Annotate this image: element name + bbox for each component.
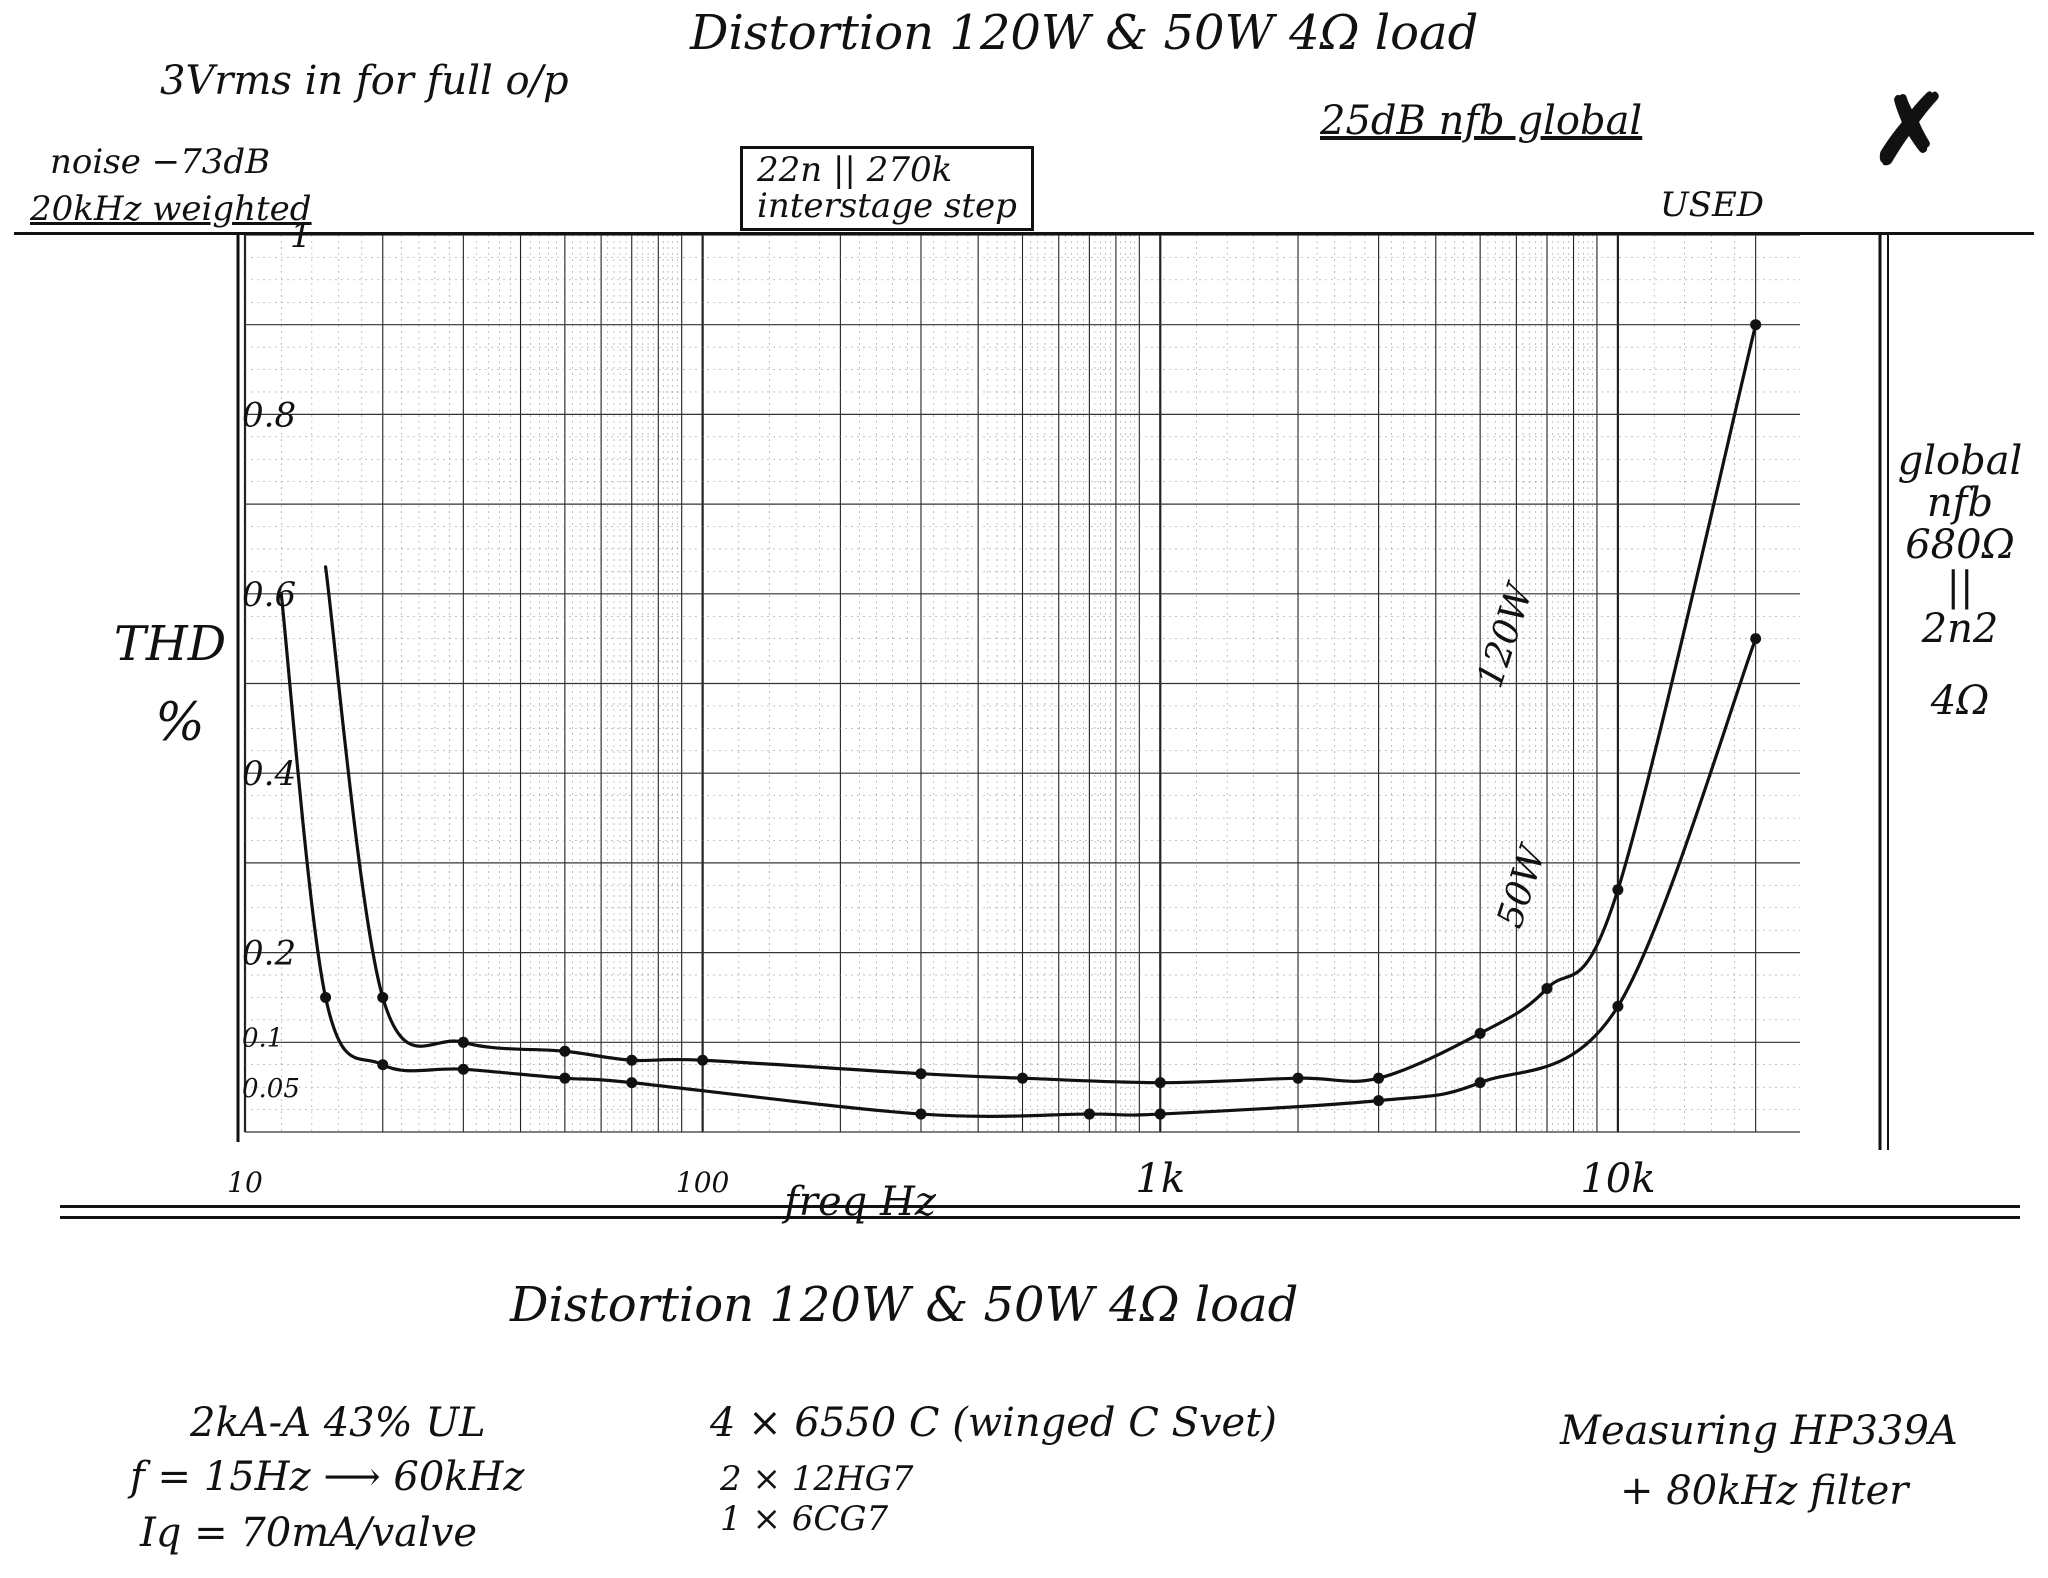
interstage-note: 22n || 270k interstage step bbox=[740, 146, 1034, 232]
y-tick-label: 0.05 bbox=[242, 1074, 300, 1104]
interstage-value: 22n || 270k bbox=[757, 150, 953, 190]
right-note-line-1: global bbox=[1897, 438, 2023, 484]
right-note-line-6: 4Ω bbox=[1930, 678, 1990, 724]
data-point-120w bbox=[915, 1068, 927, 1080]
data-point-50w bbox=[457, 1063, 469, 1075]
bottom-rule-1 bbox=[60, 1205, 2020, 1208]
chart-grid bbox=[236, 234, 1889, 1150]
y-tick-label: 0.2 bbox=[242, 934, 296, 974]
series-label-50w: 50W bbox=[1490, 839, 1556, 933]
data-point-50w bbox=[915, 1108, 927, 1120]
bottom-title: Distortion 120W & 50W 4Ω load bbox=[510, 1277, 1299, 1333]
data-point-120w bbox=[1541, 982, 1553, 994]
measuring-note: Measuring HP339A bbox=[1560, 1408, 1958, 1454]
y-tick-label: 0.1 bbox=[242, 1023, 283, 1053]
data-point-120w bbox=[1474, 1027, 1486, 1039]
cross-mark-icon: ✗ bbox=[1870, 73, 1951, 186]
nfb-note: 25dB nfb global bbox=[1320, 98, 1643, 144]
filter-note: + 80kHz filter bbox=[1620, 1468, 1909, 1514]
global-nfb-note: global nfb 680Ω || 2n2 4Ω bbox=[1890, 440, 2030, 722]
x-tick-label: 1k bbox=[1135, 1156, 1185, 1202]
y-tick-label: 1 bbox=[290, 216, 312, 256]
series-line-120w bbox=[323, 323, 1758, 1085]
x-tick-label: 100 bbox=[676, 1166, 729, 1199]
x-tick-label: 10k bbox=[1580, 1156, 1655, 1202]
data-point-50w bbox=[1750, 633, 1762, 645]
top-title: Distortion 120W & 50W 4Ω load bbox=[690, 5, 1479, 61]
data-point-50w bbox=[1612, 1000, 1624, 1012]
bias-current-note: Iq = 70mA/valve bbox=[140, 1510, 478, 1556]
input-level-note: 3Vrms in for full o/p bbox=[160, 58, 569, 104]
input-valve-note: 1 × 6CG7 bbox=[720, 1499, 889, 1539]
right-note-line-5: 2n2 bbox=[1921, 606, 1999, 652]
used-note: USED bbox=[1660, 185, 1765, 225]
data-point-120w bbox=[1750, 319, 1762, 331]
noise-note: noise −73dB bbox=[50, 142, 271, 182]
y-tick-label: 0.6 bbox=[242, 575, 296, 615]
data-point-120w bbox=[1154, 1077, 1166, 1089]
data-point-50w bbox=[320, 991, 332, 1003]
right-note-line-4: || bbox=[1946, 564, 1974, 610]
y-axis-label: THD bbox=[114, 616, 226, 672]
interstage-label: interstage step bbox=[757, 185, 1017, 226]
data-point-120w bbox=[626, 1054, 638, 1066]
data-point-50w bbox=[1373, 1095, 1385, 1107]
data-point-50w bbox=[1083, 1108, 1095, 1120]
data-point-50w bbox=[1474, 1077, 1486, 1089]
data-point-120w bbox=[457, 1036, 469, 1048]
top-rule bbox=[14, 232, 2034, 235]
y-tick-label: 0.8 bbox=[242, 395, 296, 435]
right-note-line-2: nfb bbox=[1926, 480, 1994, 526]
data-point-120w bbox=[1292, 1072, 1304, 1084]
data-point-50w bbox=[1154, 1108, 1166, 1120]
data-point-50w bbox=[626, 1077, 638, 1089]
driver-valves-note: 2 × 12HG7 bbox=[720, 1459, 914, 1499]
data-point-50w bbox=[377, 1059, 389, 1071]
bandwidth-note: f = 15Hz ⟶ 60kHz bbox=[130, 1454, 525, 1500]
noise-bandwidth-note: 20kHz weighted bbox=[30, 189, 312, 229]
data-point-50w bbox=[559, 1072, 571, 1084]
data-point-120w bbox=[559, 1045, 571, 1057]
transformer-note: 2kA-A 43% UL bbox=[190, 1400, 486, 1446]
data-point-120w bbox=[1017, 1072, 1028, 1084]
data-point-120w bbox=[1373, 1072, 1385, 1084]
data-point-120w bbox=[697, 1054, 709, 1066]
data-point-120w bbox=[1612, 884, 1624, 896]
right-note-line-3: 680Ω bbox=[1905, 522, 2015, 568]
output-valves-note: 4 × 6550 C (winged C Svet) bbox=[710, 1400, 1277, 1446]
y-tick-label: 0.4 bbox=[242, 754, 296, 794]
bottom-rule-2 bbox=[60, 1216, 2020, 1219]
y-axis-unit: % bbox=[155, 693, 204, 753]
data-point-120w bbox=[377, 991, 389, 1003]
x-tick-label: 10 bbox=[227, 1166, 263, 1199]
